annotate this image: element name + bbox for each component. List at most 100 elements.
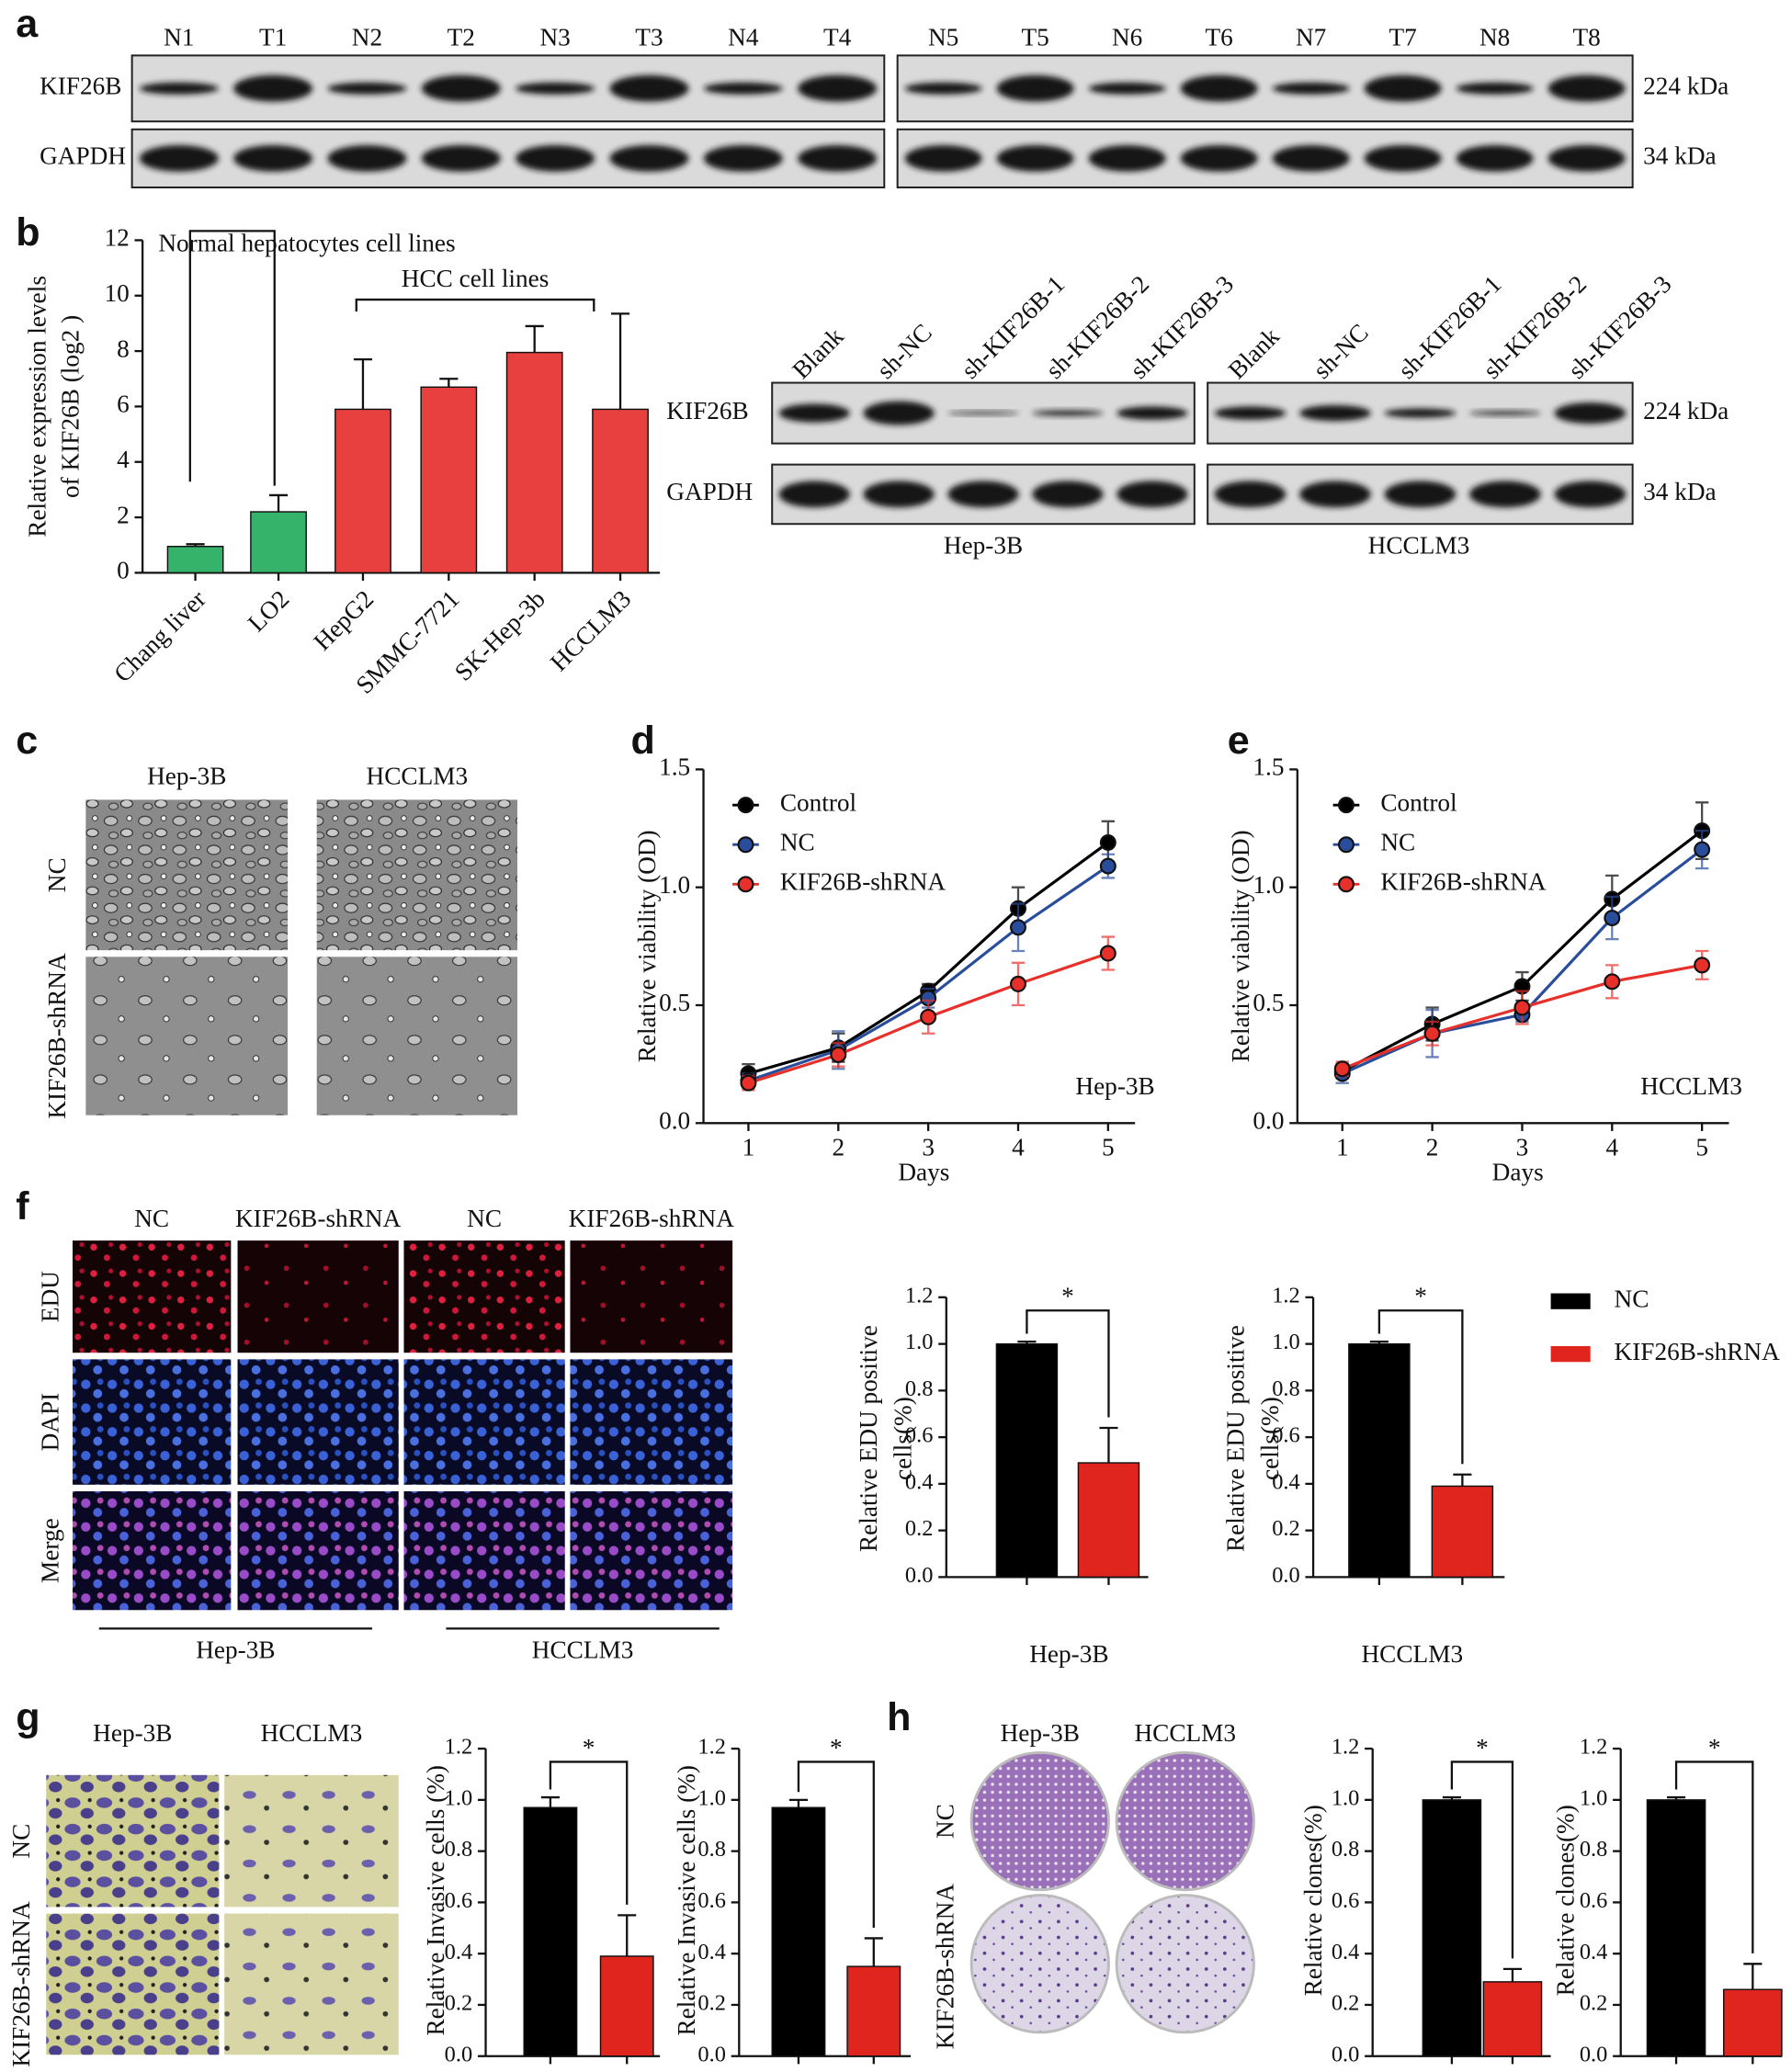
column-label: Hep-3B (93, 1719, 172, 1747)
y-tick-label: 4 (117, 446, 130, 473)
y-tick-label: 0.0 (1332, 2042, 1360, 2066)
micrograph (85, 957, 289, 1115)
blot-band (1272, 82, 1350, 95)
y-tick-label: 0.6 (1580, 1888, 1608, 1913)
bracket-line (188, 230, 276, 486)
micrograph (72, 1491, 232, 1611)
y-axis-label: Relative EDU positive (1221, 1325, 1249, 1552)
blot-band (1180, 74, 1258, 102)
legend-label: KIF26B-shRNA (1380, 868, 1547, 896)
blot-band (1272, 145, 1350, 172)
bar (1723, 1988, 1783, 2057)
micrograph (224, 1913, 399, 2055)
y-tick-label: 1.0 (1272, 1330, 1300, 1354)
blot-band (1456, 82, 1534, 95)
blot-band (516, 82, 595, 95)
x-tick-label: 1 (1336, 1133, 1349, 1161)
lane-label: T5 (1022, 23, 1049, 51)
y-tick-label: 0.8 (1580, 1837, 1608, 1862)
group-label: Hep-3B (196, 1636, 275, 1663)
x-tick-label: SK-Hep-3b (449, 585, 550, 686)
bar (1077, 1462, 1140, 1579)
y-tick-label: 0.2 (905, 1516, 934, 1541)
blot-band (1117, 406, 1188, 420)
legend-label: NC (1615, 1285, 1649, 1312)
size-label: 224 kDa (1643, 73, 1729, 100)
significance-label: * (583, 1734, 595, 1761)
blot-band (1554, 402, 1627, 425)
y-tick-label: 0.0 (445, 2042, 473, 2066)
y-axis-label: Relative Invasive cells (%) (673, 1765, 700, 2036)
y-tick-label: 2 (117, 501, 130, 528)
bar (1431, 1485, 1494, 1579)
blot-band (139, 82, 219, 95)
y-tick-label: 0.8 (445, 1837, 473, 1862)
y-tick-label: 0.2 (697, 1991, 726, 2016)
x-axis-label: Days (1492, 1159, 1544, 1186)
legend-marker (737, 836, 754, 854)
panel-letter: c (16, 719, 38, 763)
y-tick-label: 0.8 (697, 1837, 726, 1862)
y-axis-label: Relative clones(%) (1552, 1805, 1580, 1996)
y-axis-label: Relative clones(%) (1299, 1805, 1327, 1996)
legend-label: KIF26B-shRNA (780, 868, 947, 896)
point (1010, 919, 1026, 936)
point (1694, 957, 1711, 974)
y-tick-label: 1.2 (1580, 1735, 1608, 1760)
blot-band (1214, 481, 1287, 508)
x-tick-label: 2 (1426, 1133, 1439, 1161)
significance-bracket (1450, 1761, 1514, 1959)
legend-marker (737, 797, 754, 814)
blot-band (1299, 404, 1371, 422)
row-label: KIF26B (666, 397, 748, 425)
y-tick-label: 0.8 (1332, 1837, 1360, 1862)
micrograph (403, 1240, 565, 1353)
y-tick-label: 12 (104, 224, 129, 252)
blot-band (327, 82, 407, 95)
micrograph (570, 1359, 733, 1485)
lane-label: Blank (787, 323, 849, 385)
lane-label: N1 (164, 23, 194, 51)
group-label: HCCLM3 (1368, 531, 1470, 559)
y-tick-label: 1.0 (1580, 1785, 1608, 1810)
column-label: HCCLM3 (261, 1719, 363, 1747)
culture-dish (1115, 1750, 1255, 1892)
bar (250, 511, 307, 574)
y-tick-label: 1.0 (445, 1785, 473, 1810)
legend-marker (1338, 836, 1355, 854)
column-label: HCCLM3 (367, 763, 469, 790)
blot-band (1547, 145, 1626, 172)
bar (420, 386, 478, 574)
bar (1646, 1799, 1706, 2057)
annotation: HCC cell lines (402, 265, 550, 292)
lane-label: T6 (1206, 23, 1233, 51)
y-tick-label: 0.8 (1272, 1376, 1300, 1401)
blot-band (1032, 481, 1104, 508)
y-tick-label: 0.0 (659, 1107, 690, 1135)
point (1333, 1060, 1351, 1078)
blot-band (778, 403, 850, 423)
row-label: DAPI (37, 1393, 64, 1452)
x-tick-label: 3 (922, 1133, 935, 1161)
lane-label: T2 (448, 23, 475, 51)
legend-marker (1338, 797, 1355, 814)
culture-dish (969, 1894, 1110, 2034)
y-tick-label: 1.2 (1272, 1283, 1300, 1308)
y-tick-label: 0.0 (1580, 2042, 1608, 2066)
bar (846, 1965, 901, 2057)
micrograph (46, 1913, 220, 2055)
x-tick-label: 3 (1516, 1133, 1529, 1161)
series-line (1342, 829, 1704, 1073)
x-tick-label: 5 (1102, 1133, 1115, 1161)
column-label: NC (134, 1205, 169, 1232)
point (1694, 841, 1711, 858)
point (1604, 910, 1621, 927)
blot-band (421, 145, 501, 172)
blot-band (1088, 145, 1166, 172)
blot-band (1180, 145, 1258, 172)
y-tick-label: 0.2 (1580, 1991, 1608, 2016)
bar (1422, 1799, 1482, 2057)
micrograph (46, 1774, 220, 1908)
